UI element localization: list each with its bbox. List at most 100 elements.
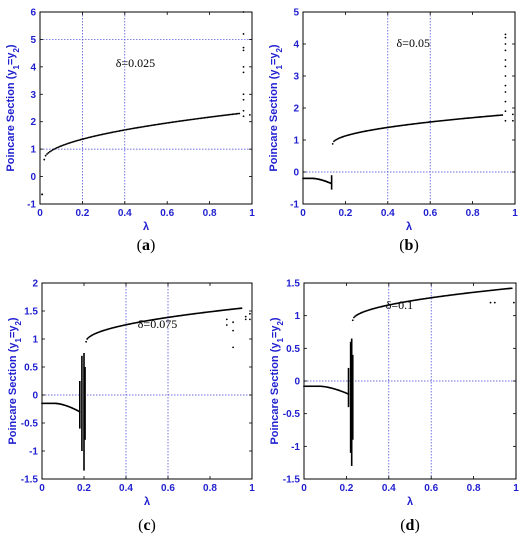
data-point — [82, 138, 85, 140]
data-point — [204, 116, 207, 119]
data-point — [160, 122, 163, 125]
data-point — [195, 118, 197, 120]
data-point — [133, 127, 136, 130]
x-tick-label: 0.6 — [160, 208, 174, 219]
x-tick-label: 0.2 — [77, 483, 91, 494]
y-axis-label: Poincare Section (y1=y2) — [5, 44, 21, 172]
data-point — [154, 123, 157, 126]
data-point — [93, 135, 96, 138]
data-point — [172, 121, 175, 123]
x-tick-label: 0.2 — [75, 208, 89, 219]
x-axis-label: λ — [143, 221, 149, 233]
x-tick-label: 0.8 — [466, 208, 480, 219]
data-point — [193, 118, 196, 120]
data-point — [62, 144, 65, 146]
data-point — [58, 145, 61, 148]
data-point — [122, 129, 125, 132]
data-point — [41, 193, 44, 196]
data-point — [202, 117, 204, 119]
y-tick-label: 1 — [30, 145, 36, 156]
data-point — [124, 129, 126, 131]
y-tick-label: 1 — [32, 335, 38, 346]
data-point — [244, 318, 247, 321]
x-tick-label: 1 — [513, 483, 519, 494]
data-point — [145, 125, 147, 128]
data-point — [242, 109, 245, 112]
data-point — [504, 49, 507, 52]
data-point — [207, 116, 210, 119]
data-point — [161, 122, 164, 125]
data-point — [217, 115, 220, 117]
data-point — [83, 137, 86, 140]
data-point — [153, 124, 156, 126]
y-tick-label: 1.5 — [24, 307, 38, 318]
data-point — [138, 126, 140, 129]
data-point — [104, 132, 107, 135]
y-tick-label: 0.5 — [286, 344, 300, 355]
data-point — [75, 139, 78, 142]
x-tick-label: 0.2 — [339, 483, 353, 494]
data-point — [132, 127, 135, 130]
data-point — [182, 119, 185, 122]
data-point — [100, 133, 103, 136]
y-tick-label: 0 — [293, 168, 299, 179]
data-point — [228, 113, 231, 116]
data-point — [79, 138, 82, 141]
y-tick-label: 2 — [293, 104, 299, 115]
data-point — [107, 132, 110, 135]
data-point — [192, 118, 195, 121]
data-point — [242, 98, 245, 101]
y-tick-label: 5 — [30, 35, 36, 46]
y-tick-label: 2 — [32, 279, 38, 290]
data-point — [242, 46, 245, 49]
data-point — [248, 113, 251, 116]
data-point — [232, 329, 235, 332]
data-point — [128, 128, 131, 131]
data-point — [191, 118, 193, 121]
data-point — [126, 128, 129, 131]
x-tick-label: 0.8 — [203, 208, 217, 219]
data-point — [46, 153, 48, 155]
annotation: δ=0.05 — [397, 36, 430, 50]
data-point — [199, 117, 202, 120]
data-point — [174, 120, 177, 123]
data-point — [249, 312, 251, 315]
data-point — [213, 115, 216, 118]
data-point — [230, 113, 232, 116]
data-point — [50, 149, 53, 152]
data-point — [242, 11, 245, 13]
data-point — [158, 123, 161, 125]
x-tick-label: 0 — [300, 208, 306, 219]
data-point — [216, 115, 218, 118]
y-tick-label: 0 — [32, 391, 38, 402]
data-point — [86, 338, 89, 340]
data-point — [97, 134, 100, 137]
data-point — [214, 115, 217, 118]
data-point — [211, 115, 214, 118]
data-point — [131, 127, 133, 130]
data-point — [504, 65, 507, 68]
data-point — [504, 36, 507, 39]
y-tick-label: 3 — [30, 90, 36, 101]
data-point — [504, 100, 507, 103]
data-point — [242, 71, 245, 74]
data-point — [76, 139, 79, 142]
data-point — [114, 130, 117, 133]
data-point — [129, 128, 132, 130]
data-point — [236, 112, 239, 115]
y-tick-label: 2 — [30, 117, 36, 128]
data-point — [232, 321, 235, 324]
data-point — [101, 133, 104, 136]
data-point — [218, 114, 221, 117]
data-point — [61, 144, 64, 147]
y-axis-label: Poincare Section (y1=y2) — [7, 317, 23, 445]
data-point — [86, 136, 89, 139]
data-point — [242, 33, 245, 35]
data-point — [51, 149, 54, 151]
data-point — [196, 117, 199, 120]
data-point — [220, 114, 223, 117]
plot-frame — [39, 11, 253, 205]
x-tick-label: 0 — [39, 483, 45, 494]
data-point — [242, 49, 245, 52]
